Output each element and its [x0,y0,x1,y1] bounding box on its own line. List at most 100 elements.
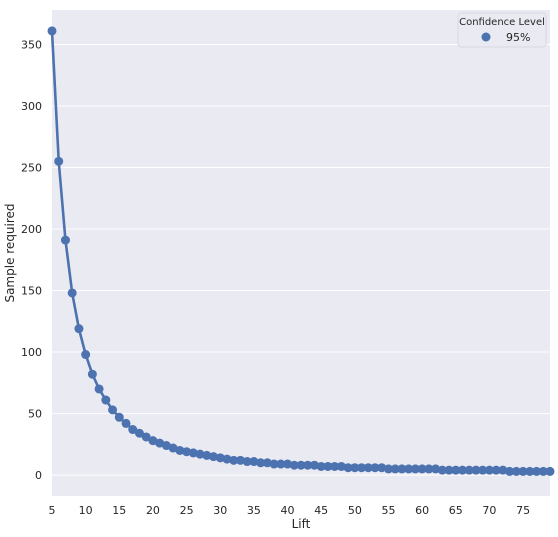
data-point [437,465,447,475]
data-point [390,464,400,474]
data-point [323,461,333,471]
data-point [303,460,313,470]
data-point [195,449,205,459]
data-point [81,350,91,360]
data-point [289,460,299,470]
legend-label: 95% [506,31,530,44]
data-point [101,395,111,405]
data-point [235,455,245,465]
data-point [94,384,104,394]
y-tick-label: 350 [21,38,42,51]
data-point [309,460,319,470]
y-axis-title: Sample required [3,203,17,302]
series-layer [47,26,555,476]
y-tick-labels: 0 50 100 150 200 250 300 350 [21,38,42,482]
grid-lines [52,43,550,476]
data-point [336,461,346,471]
data-point [128,425,138,435]
data-point [330,461,340,471]
data-point [316,461,326,471]
x-tick-label: 20 [146,504,160,517]
data-point [471,465,481,475]
y-tick-label: 300 [21,100,42,113]
data-point [525,466,535,476]
data-point [54,156,64,166]
legend-box [457,12,547,48]
data-point [404,464,414,474]
data-point [134,428,144,438]
x-tick-label: 60 [415,504,429,517]
data-point [498,465,508,475]
data-point [175,445,185,455]
y-tick-label: 200 [21,223,42,236]
x-tick-label: 50 [348,504,362,517]
y-tick-label: 100 [21,346,42,359]
data-point [410,464,420,474]
legend-marker [481,32,491,42]
data-point [478,465,488,475]
data-point [188,448,198,458]
data-point [417,464,427,474]
data-point [276,459,286,469]
y-tick-label: 50 [28,408,42,421]
x-axis-title: Lift [292,517,311,531]
data-point [262,458,272,468]
data-point [511,466,521,476]
data-point [458,465,468,475]
data-point [108,405,118,415]
data-point [350,463,360,473]
y-tick-label: 250 [21,161,42,174]
x-tick-label: 5 [49,504,56,517]
data-point [269,459,279,469]
data-point [451,465,461,475]
data-point [343,463,353,473]
data-point [383,464,393,474]
data-point [242,457,252,467]
data-point [357,463,367,473]
x-tick-label: 35 [247,504,261,517]
data-point [209,452,219,462]
data-point [377,463,387,473]
data-point [182,447,192,457]
data-point [444,465,454,475]
data-point [256,458,266,468]
data-point [60,235,70,245]
x-tick-label: 75 [516,504,530,517]
y-tick-label: 150 [21,285,42,298]
data-point [222,454,232,464]
data-point [491,465,501,475]
data-point [229,455,239,465]
data-point [141,432,151,442]
data-point [202,450,212,460]
data-point [431,464,441,474]
data-point [363,463,373,473]
data-point [397,464,407,474]
x-tick-label: 15 [112,504,126,517]
data-point [283,459,293,469]
data-point [47,26,57,36]
x-tick-label: 40 [281,504,295,517]
data-point [215,453,225,463]
data-point [424,464,434,474]
data-point [464,465,474,475]
x-tick-label: 25 [180,504,194,517]
data-point [114,412,124,422]
x-tick-label: 30 [213,504,227,517]
y-tick-label: 0 [35,469,42,482]
x-tick-labels: 5 10 15 20 25 30 35 40 45 50 55 60 65 70 75 [49,504,531,517]
data-point [518,466,528,476]
data-point [67,288,77,298]
x-tick-label: 65 [449,504,463,517]
legend: Confidence Level 95% [457,12,547,48]
data-point [87,369,97,379]
plot-area [52,10,550,496]
data-point [484,465,494,475]
data-point [296,460,306,470]
x-tick-label: 45 [314,504,328,517]
data-point [532,466,542,476]
data-point [249,457,259,467]
data-point [538,466,548,476]
data-point [74,324,84,334]
legend-title: Confidence Level [459,17,545,28]
